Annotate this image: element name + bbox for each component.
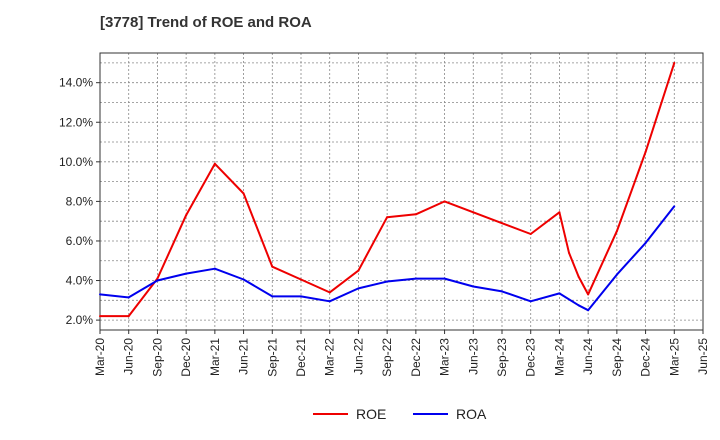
data-point-roe bbox=[644, 150, 647, 153]
data-point-roa bbox=[587, 309, 590, 312]
x-tick-label: Dec-24 bbox=[639, 338, 653, 377]
y-tick-label: 6.0% bbox=[66, 234, 94, 248]
data-point-roe bbox=[328, 291, 331, 294]
y-axis: 2.0% 4.0% 6.0% 8.0% 10.0% 12.0% 14.0% bbox=[59, 76, 100, 327]
y-tick-label: 4.0% bbox=[66, 274, 94, 288]
x-tick-label: Dec-20 bbox=[179, 338, 193, 377]
data-point-roe bbox=[501, 222, 503, 225]
data-point-roa bbox=[472, 285, 475, 288]
y-tick-label: 10.0% bbox=[59, 155, 93, 169]
data-point-roe bbox=[472, 211, 475, 214]
legend-label-roe: ROE bbox=[356, 406, 386, 422]
x-tick-label: Jun-23 bbox=[466, 338, 480, 375]
data-point-roa bbox=[414, 277, 417, 280]
data-point-roe bbox=[185, 214, 188, 217]
data-point-roa bbox=[443, 277, 446, 280]
data-point-roa bbox=[615, 273, 618, 276]
data-point-roe bbox=[386, 216, 389, 219]
data-point-roe bbox=[529, 233, 532, 236]
x-tick-label: Mar-20 bbox=[93, 338, 107, 376]
series-lines bbox=[99, 61, 676, 318]
data-point-roa bbox=[577, 304, 580, 307]
x-tick-label: Mar-23 bbox=[438, 338, 452, 376]
data-point-roe bbox=[443, 200, 446, 203]
x-tick-label: Jun-20 bbox=[122, 338, 136, 375]
grid-lines bbox=[99, 53, 704, 330]
data-point-roa bbox=[213, 267, 216, 270]
data-point-roe bbox=[558, 211, 561, 214]
x-tick-label: Mar-24 bbox=[552, 338, 566, 376]
data-point-roe bbox=[99, 315, 101, 318]
data-point-roe bbox=[568, 251, 570, 254]
data-point-roe bbox=[587, 293, 590, 296]
data-point-roe bbox=[577, 275, 580, 278]
x-axis: Mar-20 Jun-20 Sep-20 Dec-20 Mar-21 Jun-21 Sep-… bbox=[93, 330, 710, 377]
x-tick-label: Jun-22 bbox=[351, 338, 365, 375]
x-tick-label: Sep-21 bbox=[265, 338, 279, 377]
data-point-roe bbox=[615, 230, 618, 233]
legend-label-roa: ROA bbox=[456, 406, 487, 422]
data-point-roe bbox=[127, 315, 130, 318]
data-point-roa bbox=[185, 272, 188, 275]
data-point-roa bbox=[99, 293, 101, 296]
x-tick-label: Sep-20 bbox=[150, 338, 164, 377]
x-tick-label: Jun-21 bbox=[237, 338, 251, 375]
data-point-roe bbox=[156, 277, 159, 280]
data-point-roa bbox=[673, 205, 676, 208]
data-point-roa bbox=[558, 292, 561, 295]
data-point-roa bbox=[156, 279, 159, 282]
data-point-roe bbox=[414, 213, 417, 216]
x-tick-label: Dec-21 bbox=[294, 338, 308, 377]
x-tick-label: Sep-24 bbox=[610, 338, 624, 377]
data-point-roe bbox=[673, 61, 676, 64]
x-tick-label: Dec-23 bbox=[524, 338, 538, 377]
data-point-roe bbox=[213, 162, 216, 165]
data-point-roa bbox=[127, 296, 130, 299]
data-point-roa bbox=[386, 280, 389, 283]
data-point-roa bbox=[242, 278, 245, 281]
y-tick-label: 2.0% bbox=[66, 313, 94, 327]
y-tick-label: 14.0% bbox=[59, 76, 93, 90]
data-point-roa bbox=[529, 300, 532, 303]
data-point-roa bbox=[328, 300, 331, 303]
data-point-roe bbox=[242, 192, 245, 195]
x-tick-label: Jun-24 bbox=[581, 338, 595, 375]
x-tick-label: Jun-25 bbox=[696, 338, 710, 375]
x-tick-label: Mar-22 bbox=[323, 338, 337, 376]
series-line-roa bbox=[99, 205, 676, 312]
x-tick-label: Dec-22 bbox=[409, 338, 423, 377]
chart-title: [3778] Trend of ROE and ROA bbox=[100, 14, 312, 31]
data-point-roe bbox=[271, 265, 274, 268]
y-tick-label: 8.0% bbox=[66, 194, 94, 208]
x-tick-label: Mar-25 bbox=[667, 338, 681, 376]
data-point-roa bbox=[644, 241, 647, 244]
data-point-roe bbox=[300, 278, 302, 281]
data-point-roa bbox=[300, 295, 302, 298]
legend: ROE ROA bbox=[313, 406, 487, 422]
data-point-roe bbox=[357, 269, 360, 272]
data-point-roa bbox=[501, 290, 503, 293]
plot-area-frame bbox=[99, 52, 704, 331]
data-point-roa bbox=[271, 295, 274, 298]
data-point-roa bbox=[357, 287, 360, 290]
x-tick-label: Sep-23 bbox=[495, 338, 509, 377]
x-tick-label: Sep-22 bbox=[380, 338, 394, 377]
y-tick-label: 12.0% bbox=[59, 115, 93, 129]
x-tick-label: Mar-21 bbox=[208, 338, 222, 376]
